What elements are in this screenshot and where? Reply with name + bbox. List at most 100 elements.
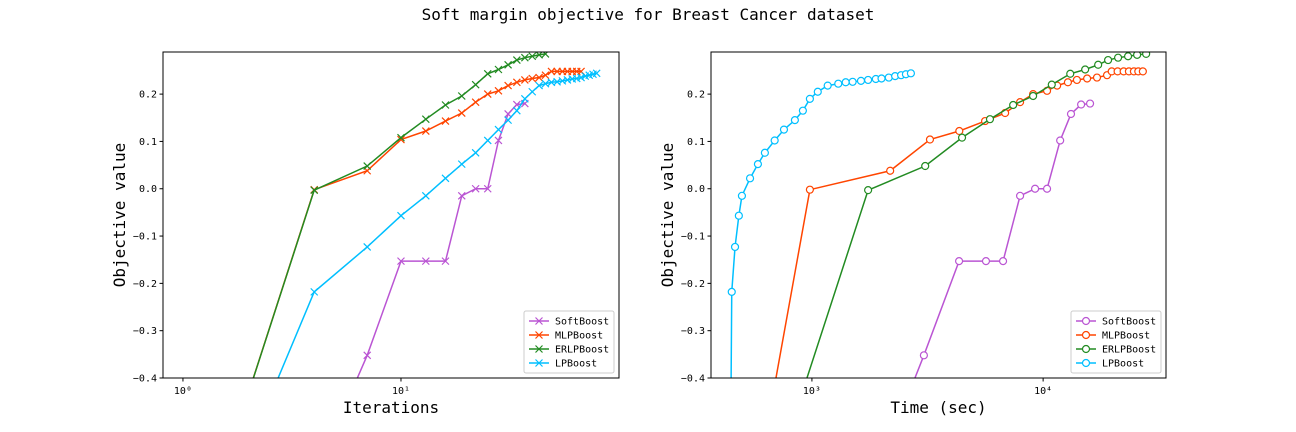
marker: [441, 101, 450, 109]
marker: [528, 87, 537, 96]
marker: [864, 186, 873, 195]
y-tick-label: 0.2: [687, 90, 705, 101]
marker: [906, 69, 916, 78]
marker: [1103, 55, 1113, 65]
marker: [504, 81, 513, 90]
marker: [535, 345, 543, 353]
legend: SoftBoost MLPBoost ERLPBoost LPBoost: [1070, 310, 1162, 374]
marker: [363, 351, 372, 360]
marker: [957, 133, 967, 142]
marker: [310, 186, 319, 195]
marker: [770, 136, 779, 145]
marker: [834, 79, 843, 88]
marker: [1063, 78, 1073, 87]
series: [914, 99, 1095, 378]
marker: [457, 160, 466, 169]
marker: [363, 162, 372, 170]
legend-label: SoftBoost: [555, 317, 609, 328]
series: [252, 52, 550, 378]
marker: [779, 125, 789, 134]
legend-label: MLPBoost: [1102, 331, 1150, 342]
marker: [494, 65, 503, 74]
marker: [856, 76, 866, 85]
legend-label: SoftBoost: [1102, 317, 1156, 328]
y-tick-label: 0.0: [687, 184, 705, 195]
marker: [397, 211, 405, 220]
series: [806, 52, 1151, 378]
y-tick-label: −0.3: [133, 326, 157, 337]
y-tick-label: 0.1: [139, 137, 157, 148]
marker: [363, 243, 372, 251]
marker: [798, 106, 807, 115]
axes-frame: [162, 51, 620, 379]
marker: [1066, 109, 1076, 119]
legend-label: ERLPBoost: [555, 345, 609, 356]
marker: [886, 166, 895, 175]
marker: [1030, 184, 1040, 193]
marker: [734, 211, 743, 220]
marker: [1077, 100, 1086, 109]
plot-area: [727, 52, 1151, 378]
marker: [541, 52, 550, 58]
marker: [421, 191, 430, 200]
marker: [1081, 344, 1091, 354]
marker: [535, 317, 543, 325]
marker: [805, 185, 814, 194]
marker: [512, 106, 521, 115]
marker: [921, 161, 930, 171]
marker: [954, 257, 964, 266]
y-tick-label: 0.2: [139, 90, 157, 101]
marker: [1094, 60, 1103, 69]
marker: [457, 191, 466, 200]
x-tick-label: 10³: [803, 386, 821, 397]
marker: [541, 71, 550, 80]
marker: [745, 174, 755, 183]
marker: [577, 73, 586, 82]
marker: [535, 359, 543, 367]
line: [252, 53, 546, 378]
marker: [727, 287, 736, 296]
y-axis-label: Objective value: [110, 143, 129, 288]
marker: [421, 257, 430, 266]
marker: [520, 53, 529, 62]
marker: [813, 87, 822, 96]
marker: [998, 257, 1008, 266]
marker: [520, 94, 529, 103]
marker: [1133, 52, 1142, 59]
marker: [864, 75, 873, 85]
y-tick-label: −0.1: [681, 232, 705, 243]
marker: [1092, 73, 1102, 82]
marker: [1015, 191, 1025, 200]
marker: [1028, 91, 1038, 101]
marker: [955, 126, 964, 136]
marker: [483, 69, 492, 78]
legend-label: LPBoost: [555, 359, 597, 370]
marker: [805, 94, 814, 103]
marker: [1047, 80, 1056, 89]
marker: [535, 52, 544, 59]
marker: [919, 351, 928, 360]
marker: [753, 160, 763, 169]
marker: [535, 73, 544, 82]
marker: [877, 74, 886, 83]
legend-label: LPBoost: [1102, 359, 1144, 370]
y-tick-label: −0.4: [133, 374, 157, 385]
marker: [471, 184, 480, 193]
marker: [1081, 65, 1090, 74]
marker: [421, 115, 430, 124]
marker: [1072, 75, 1082, 85]
marker: [512, 78, 521, 87]
legend: SoftBoost MLPBoost ERLPBoost LPBoost: [523, 310, 615, 374]
marker: [981, 257, 991, 266]
marker: [483, 184, 492, 193]
marker: [535, 331, 543, 339]
series: [727, 69, 916, 378]
marker: [397, 135, 405, 144]
marker: [790, 116, 799, 125]
y-tick-label: −0.1: [133, 232, 157, 243]
y-tick-label: −0.4: [681, 374, 705, 385]
marker: [512, 56, 521, 64]
marker: [1081, 316, 1091, 326]
marker: [1138, 67, 1147, 76]
marker: [592, 69, 601, 78]
